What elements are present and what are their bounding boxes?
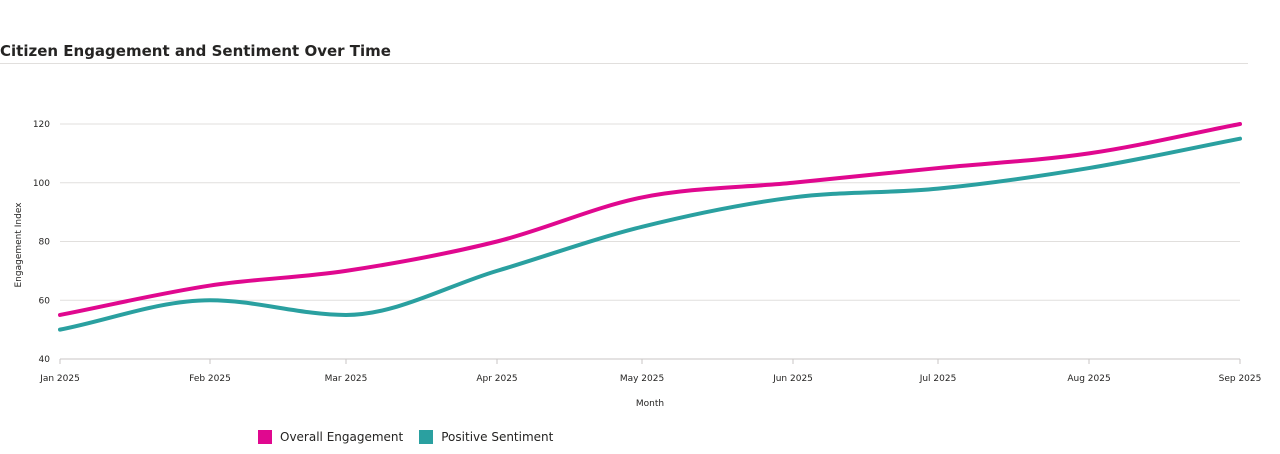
x-tick-label-6: Jul 2025 — [919, 374, 957, 384]
legend-swatch-overall-engagement — [258, 430, 272, 444]
y-tick-label-80: 80 — [39, 238, 51, 248]
legend-item-overall-engagement[interactable]: Overall Engagement — [258, 430, 403, 444]
legend-item-positive-sentiment[interactable]: Positive Sentiment — [419, 430, 553, 444]
x-tick-label-4: May 2025 — [620, 374, 664, 384]
legend: Overall Engagement Positive Sentiment — [258, 430, 569, 444]
title-divider — [0, 63, 1248, 64]
x-tick-label-7: Aug 2025 — [1067, 374, 1110, 384]
legend-swatch-positive-sentiment — [419, 430, 434, 444]
x-tick-label-0: Jan 2025 — [39, 374, 80, 384]
x-tick-label-1: Feb 2025 — [189, 374, 231, 384]
series-line-positive-sentiment[interactable] — [58, 136, 1242, 332]
y-tick-label-120: 120 — [33, 120, 50, 130]
legend-label-positive-sentiment: Positive Sentiment — [441, 430, 554, 444]
x-tick-label-8: Sep 2025 — [1219, 374, 1262, 384]
series-line-overall-engagement[interactable] — [58, 122, 1242, 317]
y-tick-label-60: 60 — [39, 296, 51, 306]
x-tick-label-2: Mar 2025 — [325, 374, 368, 384]
x-axis-title: Month — [636, 399, 664, 409]
x-tick-label-5: Jun 2025 — [772, 374, 813, 384]
legend-label-overall-engagement: Overall Engagement — [280, 430, 404, 444]
y-tick-label-40: 40 — [39, 355, 51, 365]
y-axis-title: Engagement Index — [14, 202, 24, 288]
x-tick-label-3: Apr 2025 — [476, 374, 517, 384]
y-tick-label-100: 100 — [33, 179, 50, 189]
chart-title: Citizen Engagement and Sentiment Over Ti… — [0, 42, 391, 60]
